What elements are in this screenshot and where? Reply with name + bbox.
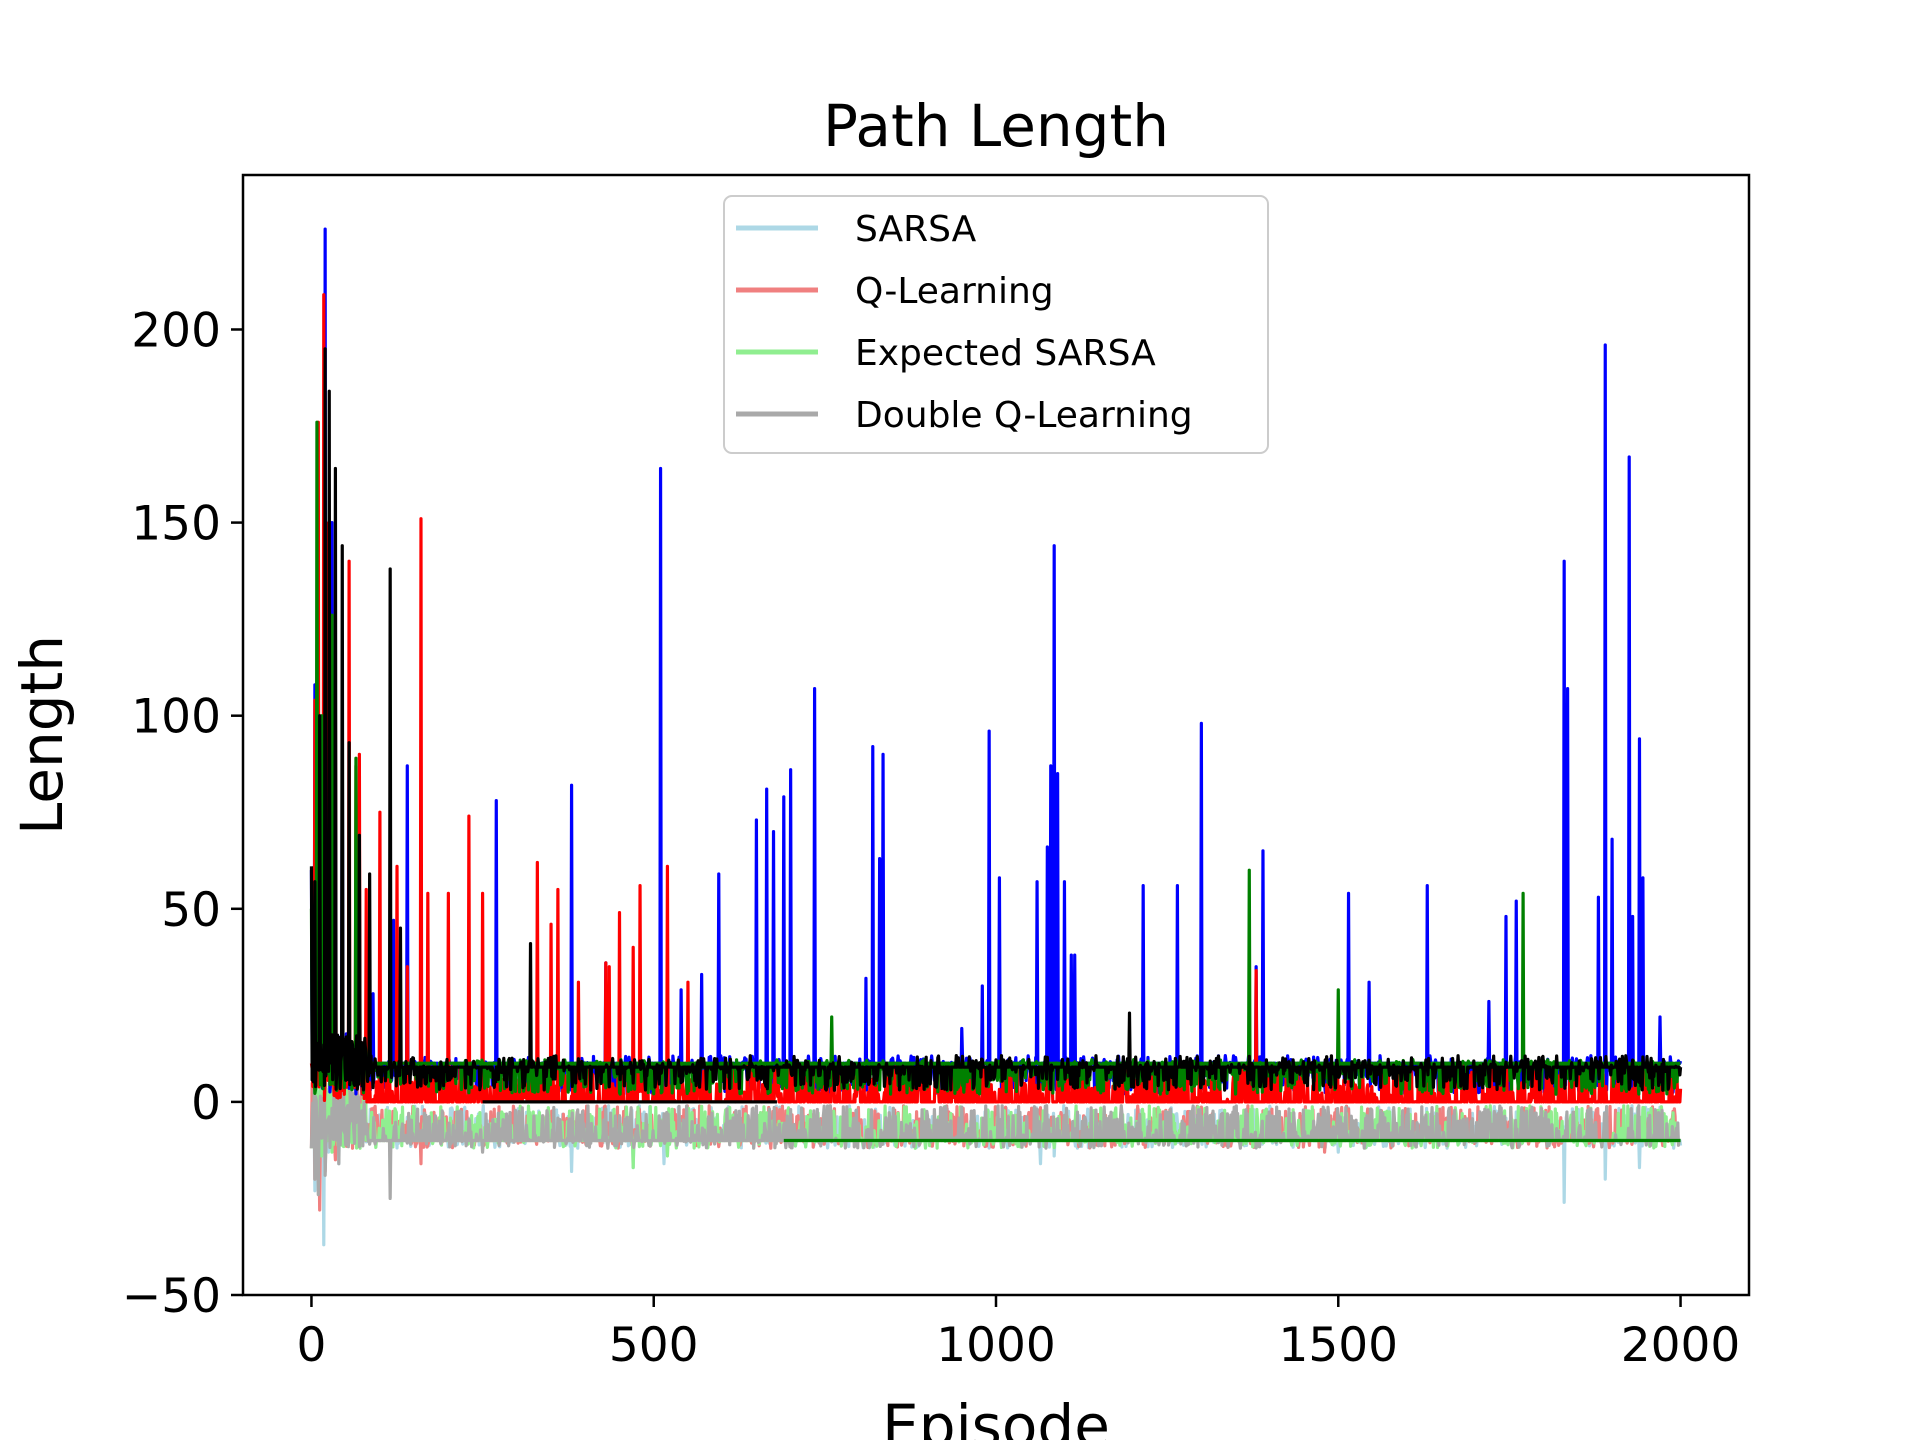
y-tick-label: 200 bbox=[131, 303, 221, 358]
legend-label: Double Q-Learning bbox=[855, 395, 1193, 436]
y-tick-label: 50 bbox=[161, 883, 221, 938]
y-tick-label: 150 bbox=[131, 497, 221, 552]
y-axis-ticks: −50 0 50 100 150 200 bbox=[122, 303, 243, 1324]
plot-area bbox=[241, 173, 1751, 1297]
legend-box bbox=[723, 195, 1269, 454]
legend-label: Q-Learning bbox=[855, 271, 1054, 312]
series-line-7 bbox=[309, 347, 1683, 1092]
y-tick-label: −50 bbox=[122, 1269, 221, 1324]
y-tick-label: 100 bbox=[131, 690, 221, 745]
y-axis-label: Length bbox=[8, 635, 76, 835]
legend: SARSA Q-Learning Expected SARSA Double Q-Le… bbox=[723, 195, 1269, 454]
x-tick-label: 0 bbox=[297, 1318, 327, 1373]
x-tick-label: 1500 bbox=[1278, 1318, 1398, 1373]
legend-label: Expected SARSA bbox=[855, 333, 1156, 374]
chart-title: Path Length bbox=[823, 92, 1169, 160]
series-layer bbox=[309, 227, 1683, 1247]
y-tick-label: 0 bbox=[191, 1076, 221, 1131]
x-axis-ticks: 0 500 1000 1500 2000 bbox=[297, 1295, 1741, 1373]
legend-label: SARSA bbox=[855, 209, 977, 250]
x-tick-label: 1000 bbox=[936, 1318, 1056, 1373]
series-line-5 bbox=[309, 293, 1683, 1104]
x-tick-label: 500 bbox=[609, 1318, 699, 1373]
x-tick-label: 2000 bbox=[1621, 1318, 1741, 1373]
x-axis-label: Episode bbox=[882, 1392, 1110, 1440]
